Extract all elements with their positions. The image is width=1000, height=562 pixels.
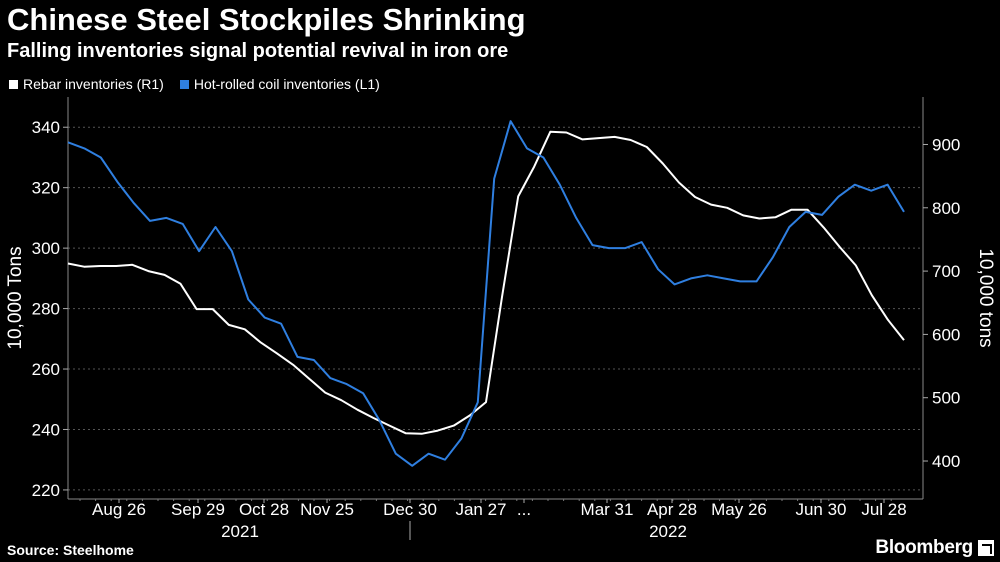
legend-item-rebar: Rebar inventories (R1) [9, 76, 164, 92]
y-left-tick-label: 220 [32, 481, 60, 500]
y-left-tick-label: 260 [32, 360, 60, 379]
x-tick-label: Mar 31 [581, 500, 634, 519]
legend-item-hrc: Hot-rolled coil inventories (L1) [179, 76, 380, 92]
x-year-label: 2021 [221, 522, 259, 541]
y-left-tick-label: 240 [32, 420, 60, 439]
legend-label-rebar: Rebar inventories (R1) [23, 76, 164, 92]
x-tick-label: Oct 28 [239, 500, 289, 519]
legend-label-hrc: Hot-rolled coil inventories (L1) [193, 76, 380, 92]
x-tick-label: Jan 27 [455, 500, 506, 519]
y-right-tick-label: 400 [932, 452, 960, 471]
y-left-tick-label: 280 [32, 300, 60, 319]
y-right-tick-label: 800 [932, 199, 960, 218]
chart-title: Chinese Steel Stockpiles Shrinking [7, 2, 526, 37]
brand-logo: Bloomberg [875, 537, 973, 558]
terminal-icon [978, 540, 994, 556]
y-right-axis-label: 10,000 tons [975, 248, 996, 347]
x-tick-label: Sep 29 [171, 500, 225, 519]
legend-swatch-rebar [9, 79, 18, 89]
y-left-tick-label: 340 [32, 118, 60, 137]
series-line-hrc [67, 120, 905, 467]
series-line-rebar [67, 130, 905, 435]
legend: Rebar inventories (R1) Hot-rolled coil i… [9, 76, 380, 92]
x-tick-label: Jul 28 [861, 500, 906, 519]
x-tick-label: Dec 30 [383, 500, 437, 519]
x-tick-label: Nov 25 [300, 500, 354, 519]
chart-subtitle: Falling inventories signal potential rev… [7, 40, 509, 62]
x-year-label: 2022 [649, 522, 687, 541]
y-right-tick-label: 700 [932, 262, 960, 281]
x-tick-label: May 26 [711, 500, 767, 519]
y-left-axis-label: 10,000 Tons [5, 246, 26, 349]
source-note: Source: Steelhome [7, 542, 134, 558]
y-right-tick-label: 500 [932, 389, 960, 408]
x-tick-label: Jun 30 [795, 500, 846, 519]
x-tick-label: Aug 26 [92, 500, 146, 519]
x-tick-label: Apr 28 [647, 500, 697, 519]
y-right-tick-label: 900 [932, 135, 960, 154]
y-left-tick-label: 320 [32, 179, 60, 198]
y-left-tick-label: 300 [32, 239, 60, 258]
y-right-tick-label: 600 [932, 325, 960, 344]
x-tick-label: ... [517, 500, 531, 519]
legend-swatch-hrc [179, 79, 189, 89]
